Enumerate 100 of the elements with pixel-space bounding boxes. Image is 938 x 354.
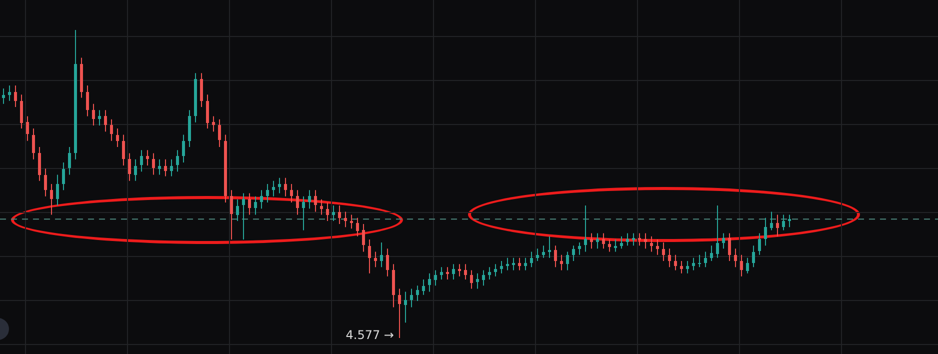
candlestick xyxy=(338,205,341,225)
candlestick xyxy=(374,251,377,268)
candlestick xyxy=(710,245,713,262)
candlestick xyxy=(200,72,203,108)
candlestick xyxy=(68,146,71,176)
candlestick xyxy=(482,270,485,286)
candlestick xyxy=(452,264,455,280)
candlestick xyxy=(320,198,323,216)
candlestick xyxy=(134,158,137,182)
candlestick xyxy=(176,150,179,172)
candlestick xyxy=(278,177,281,194)
candlestick xyxy=(668,248,671,268)
candlestick xyxy=(8,84,11,102)
candlestick xyxy=(386,248,389,277)
candlestick xyxy=(746,257,749,274)
candlestick xyxy=(728,232,731,262)
candlestick xyxy=(254,196,257,216)
candlestick xyxy=(110,118,113,142)
candlestick xyxy=(92,103,95,126)
candlestick xyxy=(686,260,689,274)
candlestick xyxy=(356,217,359,237)
candlestick xyxy=(422,278,425,296)
candlestick xyxy=(290,184,293,203)
candlestick xyxy=(362,224,365,252)
candlestick xyxy=(632,232,635,246)
candlestick xyxy=(2,88,5,104)
candlestick xyxy=(116,128,119,148)
candlestick xyxy=(212,116,215,132)
candlestick xyxy=(542,245,545,258)
candlestick xyxy=(734,248,737,268)
candlestick xyxy=(560,254,563,271)
candlestick xyxy=(650,236,653,252)
candlestick xyxy=(440,266,443,280)
candlestick xyxy=(164,158,167,177)
candlestick xyxy=(332,205,335,222)
candlestick xyxy=(578,242,581,256)
candlestick xyxy=(530,251,533,268)
candlestick xyxy=(260,190,263,210)
candlestick xyxy=(404,291,407,324)
candlestick xyxy=(428,272,431,292)
candlestick xyxy=(548,236,551,258)
candlestick xyxy=(584,205,587,252)
annotation: 4.577 → xyxy=(346,328,394,342)
candlestick xyxy=(44,168,47,197)
candlestick xyxy=(434,270,437,286)
candlestick xyxy=(674,254,677,271)
candlestick xyxy=(314,190,317,212)
candlestick xyxy=(740,254,743,277)
candlestick xyxy=(296,190,299,216)
candlestick xyxy=(776,214,779,237)
candlestick xyxy=(458,264,461,277)
candlestick xyxy=(272,180,275,197)
candlestick xyxy=(242,192,245,240)
candlestick xyxy=(38,146,41,182)
candlestick xyxy=(596,232,599,250)
candlestick xyxy=(158,158,161,176)
candlestick xyxy=(590,232,593,250)
candlestick xyxy=(512,257,515,271)
candlestick xyxy=(566,251,569,271)
candlestick xyxy=(764,217,767,246)
candlestick xyxy=(758,232,761,256)
candlestick xyxy=(26,116,29,142)
candlestick xyxy=(572,245,575,262)
candlestick xyxy=(464,264,467,280)
candlestick xyxy=(98,110,101,126)
candlestick xyxy=(86,84,89,117)
candlestick xyxy=(266,184,269,203)
candlestick xyxy=(170,158,173,177)
candlestick xyxy=(410,288,413,308)
candlestick xyxy=(380,242,383,268)
candlestick xyxy=(206,94,209,130)
candlestick xyxy=(128,152,131,182)
candlestick xyxy=(236,198,239,222)
candlestick xyxy=(638,232,641,246)
candlestick xyxy=(698,254,701,268)
candlestick xyxy=(140,150,143,172)
candlestick xyxy=(152,152,155,176)
candlestick xyxy=(104,110,107,132)
candlestick xyxy=(122,134,125,166)
candlestick xyxy=(752,245,755,268)
candlestick xyxy=(704,251,707,268)
candlestick xyxy=(446,266,449,280)
candlestick xyxy=(182,134,185,163)
candlestick xyxy=(656,238,659,256)
candlestick xyxy=(626,232,629,246)
candlestick xyxy=(350,214,353,230)
candlestick xyxy=(692,257,695,271)
candlestick xyxy=(476,272,479,290)
candlestick xyxy=(524,257,527,271)
candlestick xyxy=(770,211,773,231)
candlestick xyxy=(398,288,401,338)
candlestick xyxy=(302,196,305,231)
candlestick xyxy=(722,232,725,250)
candlestick xyxy=(614,238,617,252)
candlestick xyxy=(554,245,557,268)
candlestick xyxy=(488,266,491,280)
candlestick xyxy=(602,232,605,250)
candlestick xyxy=(20,94,23,130)
candlestick xyxy=(218,118,221,148)
candlestick xyxy=(644,232,647,250)
